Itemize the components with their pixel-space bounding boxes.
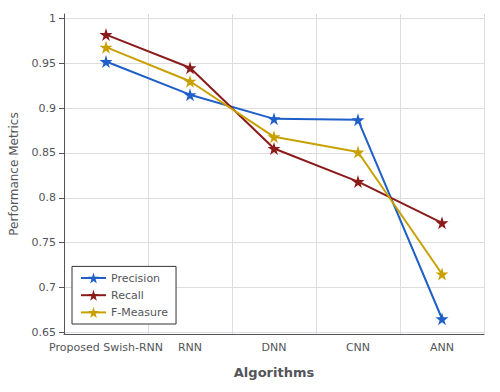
svg-text:0.85: 0.85 [32, 146, 57, 159]
svg-text:Algorithms: Algorithms [234, 365, 315, 380]
svg-text:0.8: 0.8 [39, 191, 57, 204]
svg-text:ANN: ANN [430, 341, 454, 354]
svg-text:Proposed Swish-RNN: Proposed Swish-RNN [49, 341, 163, 354]
svg-text:0.9: 0.9 [39, 102, 57, 115]
svg-text:Performance Metrics: Performance Metrics [7, 112, 21, 235]
svg-text:RNN: RNN [178, 341, 202, 354]
svg-text:F-Measure: F-Measure [111, 306, 168, 319]
svg-text:CNN: CNN [346, 341, 370, 354]
svg-text:0.95: 0.95 [32, 57, 57, 70]
svg-text:0.7: 0.7 [39, 281, 57, 294]
svg-text:1: 1 [49, 12, 56, 25]
svg-text:DNN: DNN [262, 341, 287, 354]
svg-text:Recall: Recall [111, 289, 144, 302]
svg-text:0.65: 0.65 [32, 326, 57, 339]
svg-text:Precision: Precision [111, 272, 160, 285]
svg-text:0.75: 0.75 [32, 236, 57, 249]
